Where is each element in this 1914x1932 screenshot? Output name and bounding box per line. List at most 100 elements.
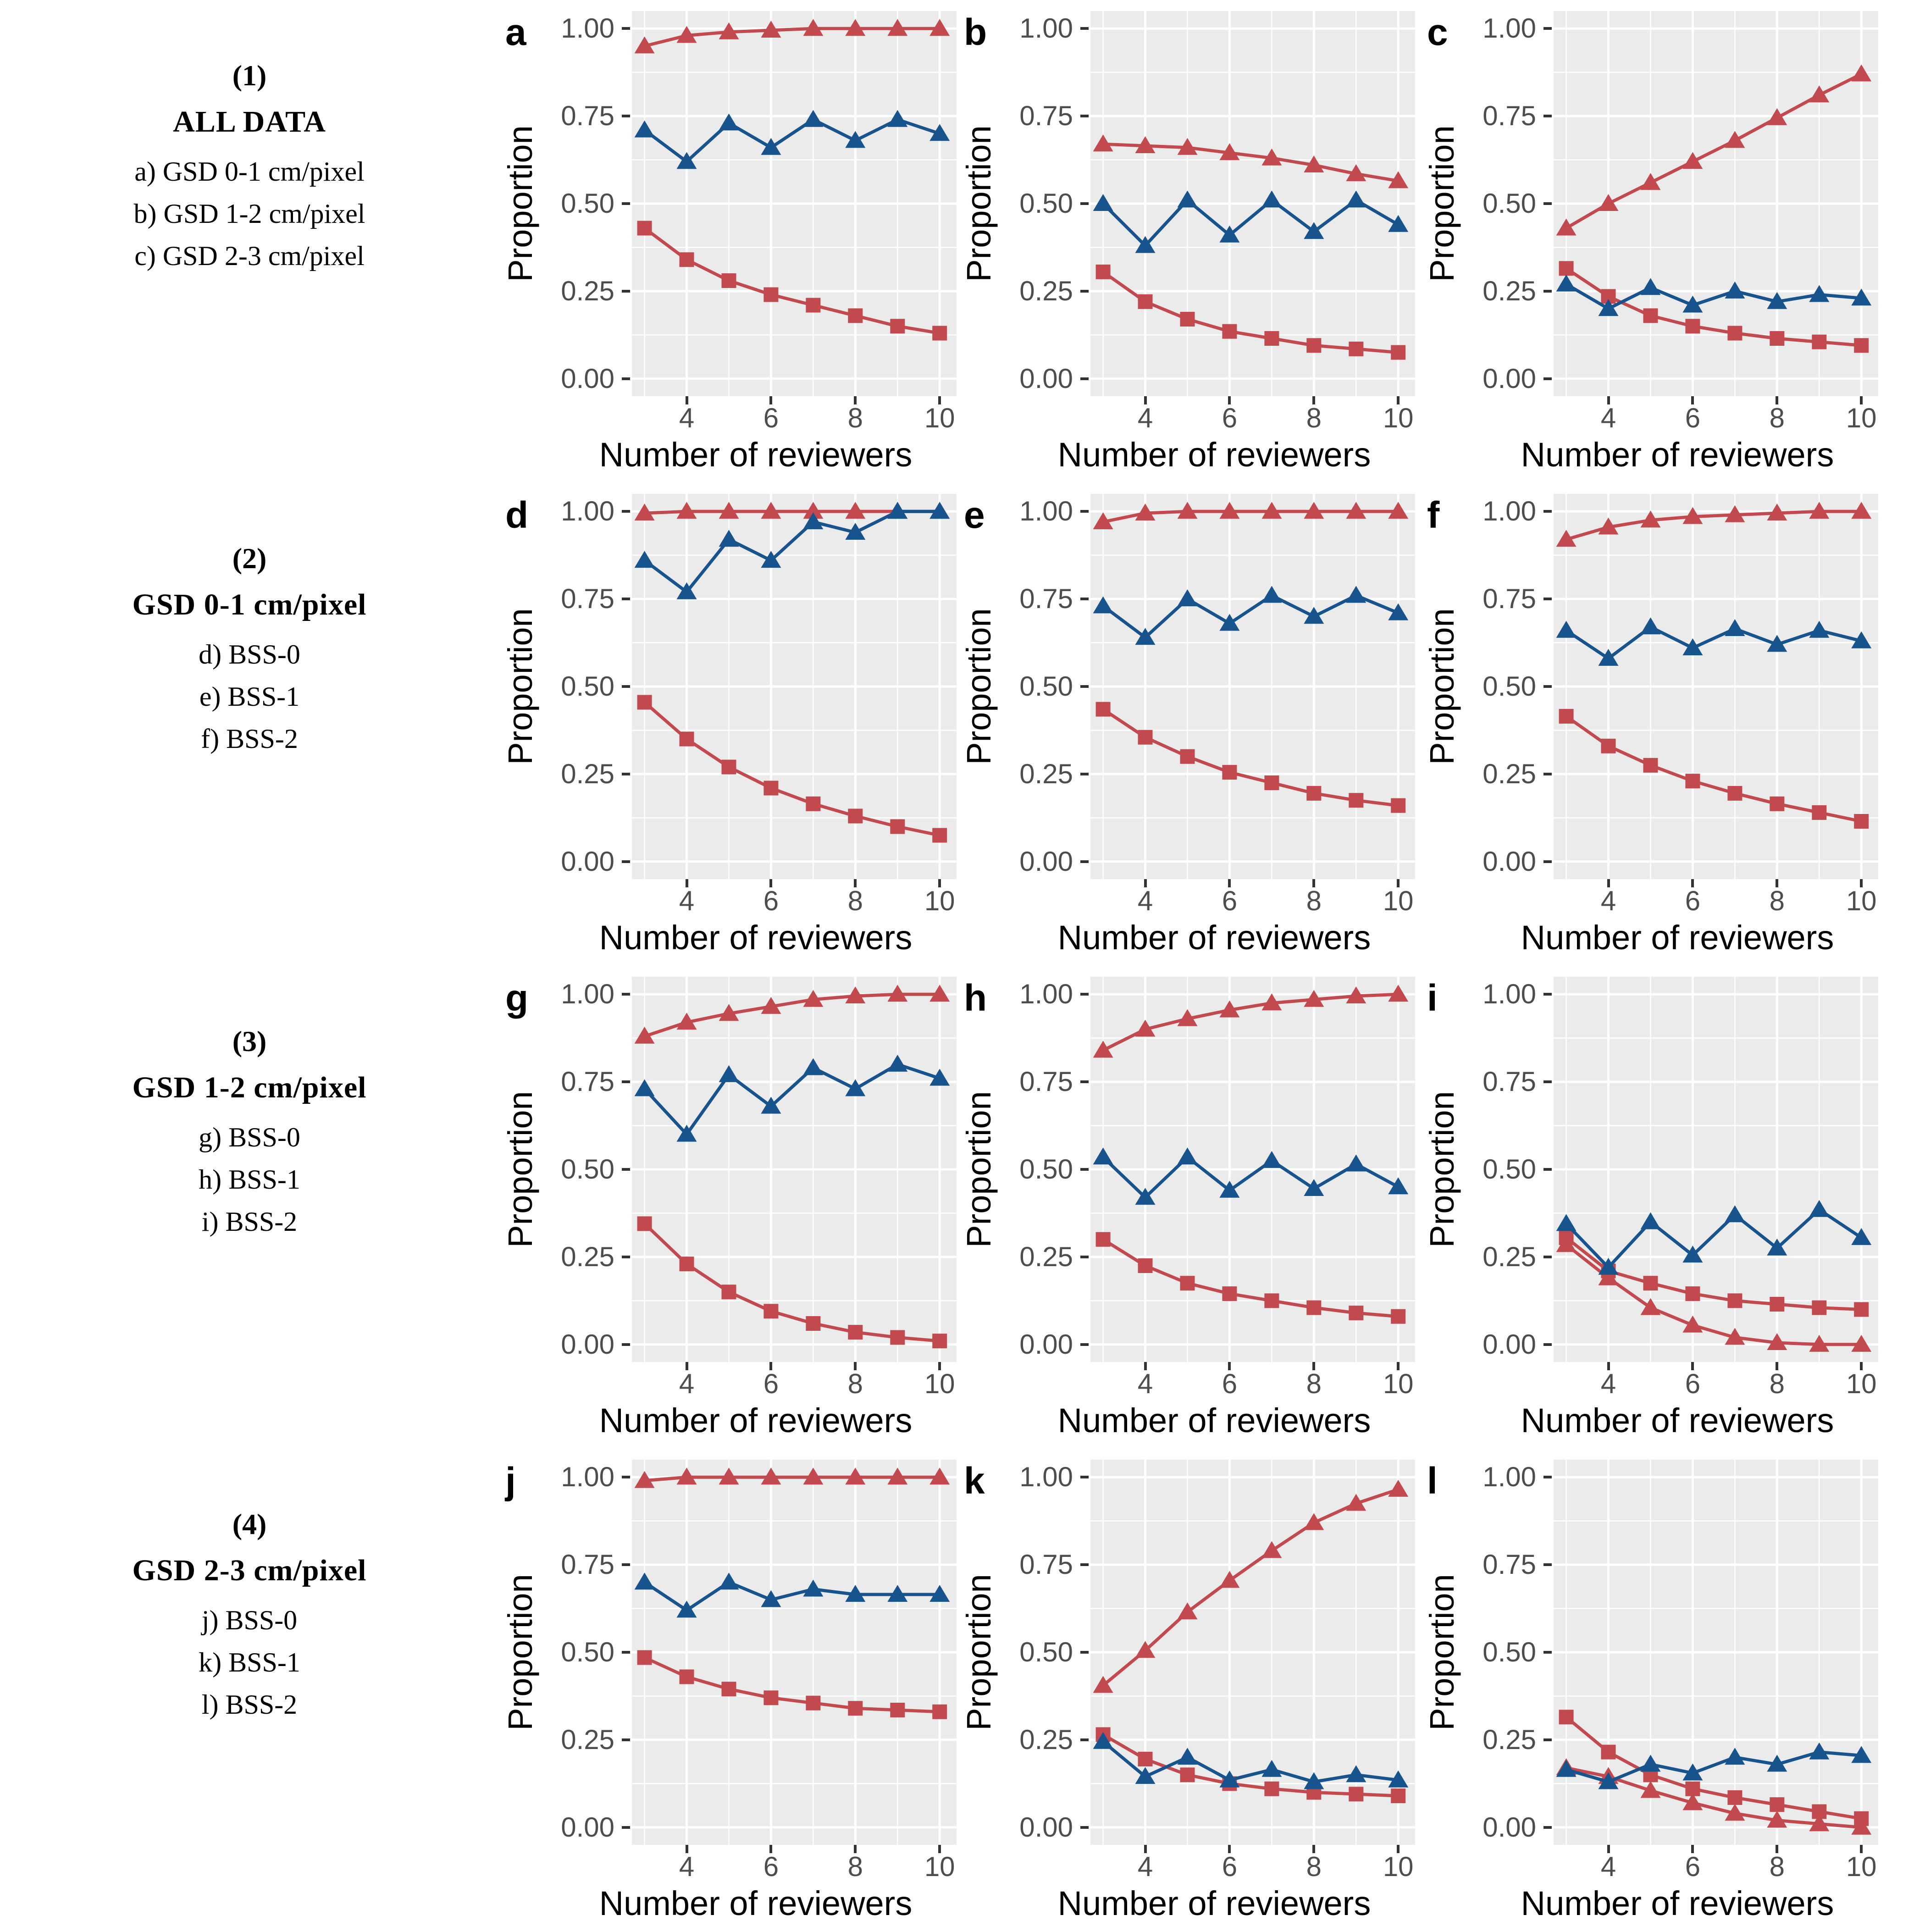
y-tick-label: 0.50 [561,1637,614,1667]
red-square-marker [763,287,779,302]
blue-triangle-marker [1177,1147,1198,1165]
blue-triangle-marker [1598,648,1619,666]
y-tick-mark [622,685,630,688]
y-tick-mark [1543,1651,1552,1654]
red-square-marker [1391,345,1406,360]
blue-triangle-marker [761,138,781,155]
red-triangle-marker [1219,1000,1240,1018]
y-tick-mark [1080,1080,1089,1084]
y-tick-mark [1543,1563,1552,1567]
red-triangle-marker [1767,504,1787,520]
red-triangle-marker [1135,1641,1156,1658]
panel-letter: i [1427,977,1438,1019]
plot-area [1554,494,1878,879]
blue-triangle-marker [1346,1154,1366,1172]
red-triangle-marker [803,990,824,1007]
x-axis-title: Number of reviewers [599,1884,913,1922]
group-number: (2) [232,542,267,575]
y-tick-label: 0.00 [1019,846,1073,877]
x-axis-title: Number of reviewers [1521,919,1834,957]
panel-letter: k [964,1460,985,1502]
x-tick-label: 6 [1685,886,1701,916]
red-square-marker [1180,1767,1195,1783]
x-tick-label: 8 [1769,1851,1785,1882]
blue-triangle-marker [1261,586,1282,603]
y-tick-mark [622,598,630,601]
red-triangle-marker [1346,502,1366,519]
red-triangle-line [1102,992,1399,1052]
blue-triangle-marker [1598,1772,1619,1789]
red-square-marker [1264,1293,1279,1308]
red-square-marker [721,759,736,775]
red-square-marker [637,1216,652,1231]
y-tick-mark [1543,685,1552,688]
y-tick-label: 1.00 [1483,496,1536,527]
y-tick-label: 1.00 [1019,1461,1073,1493]
red-triangle-marker [676,26,697,43]
blue-triangle-marker [1304,1179,1324,1196]
red-triangle-marker [1767,1810,1787,1828]
x-tick-label: 4 [1137,403,1153,433]
x-tick-mark [1776,879,1779,887]
y-tick-label: 0.25 [1019,758,1073,789]
red-square-marker [1349,341,1364,356]
red-square-marker [1854,1302,1869,1317]
red-triangle-marker [1682,152,1703,169]
red-triangle-marker [1388,1479,1409,1497]
red-triangle-marker [845,1467,866,1485]
x-tick-label: 6 [763,1851,779,1882]
y-tick-label: 1.00 [561,13,614,44]
blue-triangle-marker [1556,274,1577,292]
y-tick-mark [1080,1476,1089,1479]
blue-triangle-marker [1388,603,1409,620]
x-tick-label: 8 [1769,886,1785,916]
x-tick-label: 8 [847,403,863,433]
y-tick-label: 1.00 [561,979,614,1010]
y-tick-label: 0.25 [561,758,614,789]
red-triangle-marker [1851,502,1872,519]
blue-triangle-marker [929,502,950,519]
y-tick-mark [1080,377,1089,380]
y-tick-label: 0.75 [1019,100,1073,132]
group-items: g) BSS-0 h) BSS-1 i) BSS-2 [0,1116,499,1243]
x-axis-title: Number of reviewers [1521,436,1834,474]
y-tick-label: 0.75 [1483,583,1536,614]
y-tick-label: 0.00 [1019,363,1073,394]
x-tick-mark [1228,879,1231,887]
x-tick-label: 4 [1137,1368,1153,1399]
blue-triangle-marker [1219,1770,1240,1788]
y-tick-label: 0.75 [561,1066,614,1097]
x-tick-mark [685,1362,688,1370]
y-tick-mark [1543,202,1552,205]
x-tick-mark [1144,396,1147,404]
y-tick-label: 0.75 [561,100,614,132]
chart-panel-h: h Proportion Number of reviewers 0.00 0.2… [957,966,1421,1449]
x-tick-mark [1691,879,1694,887]
red-square-marker [1727,1293,1743,1308]
y-tick-label: 0.50 [1483,1154,1536,1185]
red-square-marker [806,1695,821,1711]
blue-triangle-marker [1809,1200,1830,1217]
red-square-marker [637,1650,652,1665]
red-square-marker [806,1316,821,1331]
blue-triangle-marker [719,1065,739,1082]
red-square-marker [806,298,821,313]
y-tick-label: 0.75 [561,1549,614,1580]
red-square-marker [1264,1781,1279,1796]
red-triangle-marker [929,1467,950,1485]
group-item: i) BSS-2 [201,1207,298,1237]
red-triangle-marker [1177,138,1198,155]
y-tick-label: 0.25 [561,275,614,306]
blue-triangle-marker [1767,292,1787,309]
y-tick-mark [1080,1343,1089,1346]
y-tick-mark [622,115,630,118]
x-tick-mark [1144,879,1147,887]
y-tick-mark [622,1651,630,1654]
y-tick-mark [1080,598,1089,601]
plot-area [632,11,957,396]
red-triangle-marker [1261,1541,1282,1558]
x-tick-label: 10 [1383,886,1414,916]
red-square-marker [1812,805,1827,820]
red-square-marker [848,1325,863,1340]
red-triangle-marker [1809,85,1830,103]
